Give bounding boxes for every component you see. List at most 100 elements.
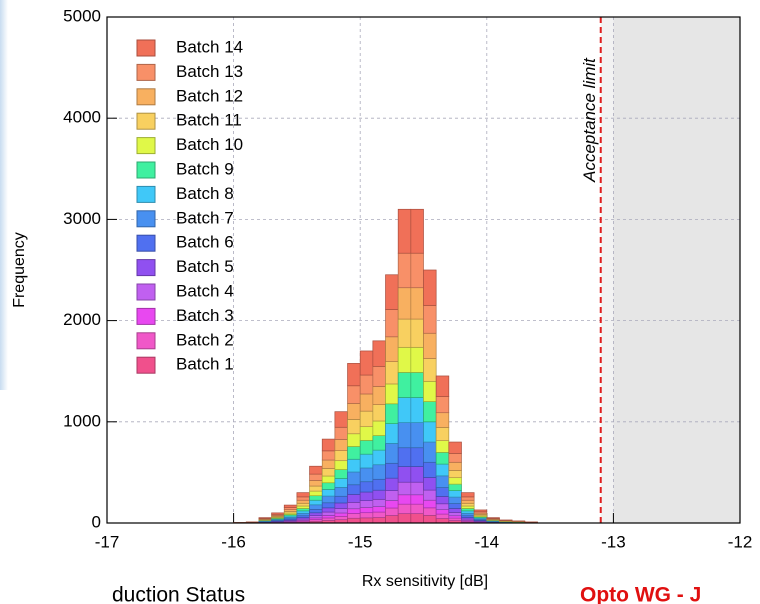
bar-segment (309, 485, 323, 492)
bar-segment (309, 504, 323, 510)
legend-label: Batch 4 (176, 281, 234, 300)
bar-segment (347, 446, 361, 460)
bar-segment (410, 494, 424, 505)
bar-segment (397, 372, 412, 398)
legend-swatch (136, 234, 156, 252)
bar-segment (334, 411, 348, 428)
bar-segment (334, 515, 348, 521)
bar-segment (321, 459, 336, 469)
bar-segment (448, 515, 462, 519)
bar-segment (372, 511, 386, 518)
legend-label: Batch 14 (176, 37, 243, 56)
bar-segment (385, 383, 399, 405)
bar-segment (461, 499, 475, 504)
bar-segment (359, 453, 374, 469)
bar-segment (423, 515, 437, 524)
bar-segment (296, 512, 310, 517)
legend-label: Batch 5 (176, 257, 234, 276)
legend-label: Batch 12 (176, 86, 243, 105)
bar-segment (321, 502, 336, 509)
x-tick-label: -15 (348, 532, 373, 551)
bar-segment (334, 495, 348, 504)
bar-segment (435, 518, 450, 524)
legend-label: Batch 8 (176, 184, 234, 203)
bar-segment (321, 438, 336, 452)
bar-segment (410, 466, 424, 483)
bar-segment (410, 513, 424, 524)
bar-segment (385, 477, 399, 491)
bar-segment (347, 419, 361, 435)
bar-segment (347, 458, 361, 473)
bar-segment (435, 496, 450, 505)
bar-segment (372, 340, 386, 367)
bar-segment (372, 435, 386, 451)
bar-segment (397, 447, 412, 467)
bar-segment (309, 465, 323, 475)
bar-segment (359, 374, 374, 395)
legend-label: Batch 11 (176, 111, 242, 130)
bar-segment (309, 495, 323, 501)
bar-segment (435, 513, 450, 519)
legend-label: Batch 9 (176, 159, 234, 178)
bar-segment (423, 461, 437, 478)
bar-segment (435, 396, 450, 414)
bar-segment (435, 412, 450, 428)
x-tick-label: -17 (95, 532, 120, 551)
bar-segment (334, 478, 348, 488)
x-tick-label: -13 (601, 532, 626, 551)
y-tick-label: 3000 (63, 209, 101, 228)
bar-segment (410, 422, 424, 449)
bar-segment (397, 422, 412, 449)
bar-segment (435, 452, 450, 465)
bar-segment (347, 484, 361, 495)
bar-segment (334, 439, 348, 451)
bar-segment (321, 511, 336, 516)
bar-segment (321, 515, 336, 519)
bar-segment (397, 466, 412, 483)
bar-segment (461, 496, 475, 501)
bar-segment (435, 503, 450, 510)
x-tick-label: -12 (728, 532, 753, 551)
bar-segment (347, 433, 361, 447)
bar-segment (296, 496, 310, 501)
bar-segment (359, 350, 374, 376)
bar-segment (486, 517, 500, 519)
bar-segment (321, 468, 336, 477)
bar-segment (372, 489, 386, 500)
bar-segment (347, 363, 361, 387)
bar-segment (359, 467, 374, 483)
bar-segment (448, 490, 462, 498)
legend-label: Batch 2 (176, 330, 234, 349)
legend-swatch (136, 161, 156, 179)
bar-segment (423, 499, 437, 509)
bar-segment (271, 512, 285, 515)
bar-segment (372, 517, 386, 524)
limit-region (600, 17, 614, 523)
bar-segment (435, 509, 450, 515)
legend-swatch (136, 283, 156, 301)
bar-segment (423, 380, 437, 402)
bar-segment (423, 305, 437, 334)
bar-segment (461, 502, 475, 507)
legend-swatch (136, 356, 156, 374)
bar-segment (423, 477, 437, 491)
bar-segment (296, 492, 310, 498)
bar-segment (385, 515, 399, 524)
legend-swatch (136, 88, 156, 106)
legend-label: Batch 13 (176, 62, 243, 81)
x-tick-label: -14 (475, 532, 500, 551)
bar-segment (372, 506, 386, 513)
bar-segment (385, 462, 399, 479)
bar-segment (397, 252, 412, 289)
legend-swatch (136, 185, 156, 203)
footer-right: Opto WG - J (580, 584, 701, 604)
bar-segment (435, 487, 450, 497)
bar-segment (296, 502, 310, 507)
bar-segment (473, 509, 488, 513)
bar-segment (397, 503, 412, 514)
bar-segment (423, 489, 437, 501)
bar-segment (448, 470, 462, 479)
bar-segment (435, 463, 450, 477)
bar-segment (372, 449, 386, 466)
bar-segment (359, 440, 374, 455)
